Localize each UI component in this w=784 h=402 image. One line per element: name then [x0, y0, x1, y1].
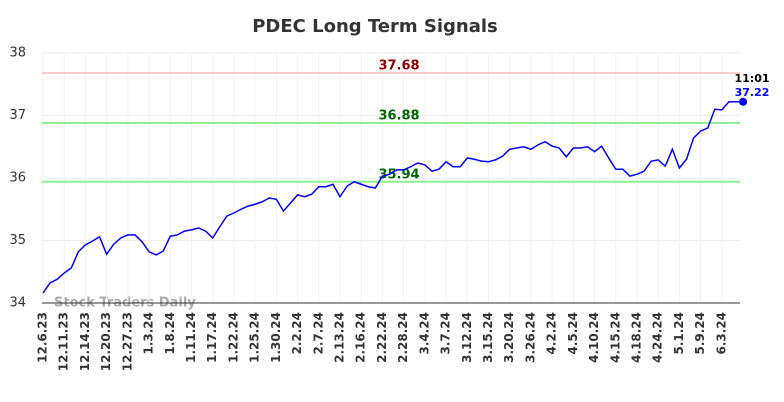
- x-tick-label: 3.4.24: [417, 312, 431, 355]
- last-value: 37.22: [735, 86, 770, 99]
- last-time: 11:01: [734, 72, 769, 85]
- x-tick-label: 3.15.24: [481, 312, 495, 363]
- x-tick-label: 1.25.24: [248, 312, 262, 363]
- x-tick-label: 2.7.24: [311, 312, 325, 355]
- x-tick-label: 2.16.24: [354, 312, 368, 363]
- x-tick-label: 2.28.24: [396, 312, 410, 363]
- y-tick-label: 38: [9, 46, 26, 61]
- x-tick-label: 12.27.23: [120, 312, 134, 371]
- chart-title: PDEC Long Term Signals: [252, 16, 498, 37]
- x-tick-label: 3.7.24: [439, 312, 453, 355]
- x-tick-label: 1.30.24: [269, 312, 283, 363]
- x-tick-label: 12.14.23: [78, 312, 92, 371]
- y-tick-label: 35: [9, 233, 26, 248]
- x-tick-label: 2.2.24: [290, 312, 304, 355]
- x-tick-label: 4.10.24: [587, 312, 601, 363]
- x-tick-label: 4.24.24: [651, 312, 665, 363]
- signal-label: 37.68: [378, 59, 419, 74]
- x-tick-label: 3.20.24: [502, 312, 516, 363]
- x-tick-label: 6.3.24: [714, 312, 728, 355]
- x-tick-label: 4.5.24: [566, 312, 580, 355]
- x-tick-label: 12.11.23: [57, 312, 71, 371]
- x-tick-label: 12.6.23: [36, 312, 50, 363]
- x-tick-label: 5.9.24: [693, 312, 707, 355]
- x-tick-label: 1.3.24: [142, 312, 156, 355]
- x-tick-label: 1.11.24: [184, 312, 198, 363]
- x-tick-label: 4.2.24: [545, 312, 559, 355]
- x-tick-label: 5.1.24: [672, 312, 686, 355]
- last-point: [739, 97, 748, 106]
- x-tick-label: 3.12.24: [460, 312, 474, 363]
- price-line: [42, 101, 744, 294]
- x-tick-label: 3.26.24: [523, 312, 537, 363]
- y-tick-label: 37: [9, 108, 26, 123]
- x-tick-label: 2.13.24: [333, 312, 347, 363]
- x-tick-label: 1.8.24: [163, 312, 177, 355]
- y-tick-label: 36: [9, 171, 26, 186]
- x-tick-label: 1.22.24: [226, 312, 240, 363]
- x-tick-label: 4.18.24: [630, 312, 644, 363]
- x-tick-label: 2.22.24: [375, 312, 389, 363]
- x-tick-label: 1.17.24: [205, 312, 219, 363]
- signal-label: 36.88: [378, 109, 419, 124]
- signal-label: 35.94: [378, 167, 419, 182]
- y-tick-label: 34: [9, 296, 26, 311]
- x-tick-label: 12.20.23: [99, 312, 113, 371]
- x-tick-label: 4.15.24: [608, 312, 622, 363]
